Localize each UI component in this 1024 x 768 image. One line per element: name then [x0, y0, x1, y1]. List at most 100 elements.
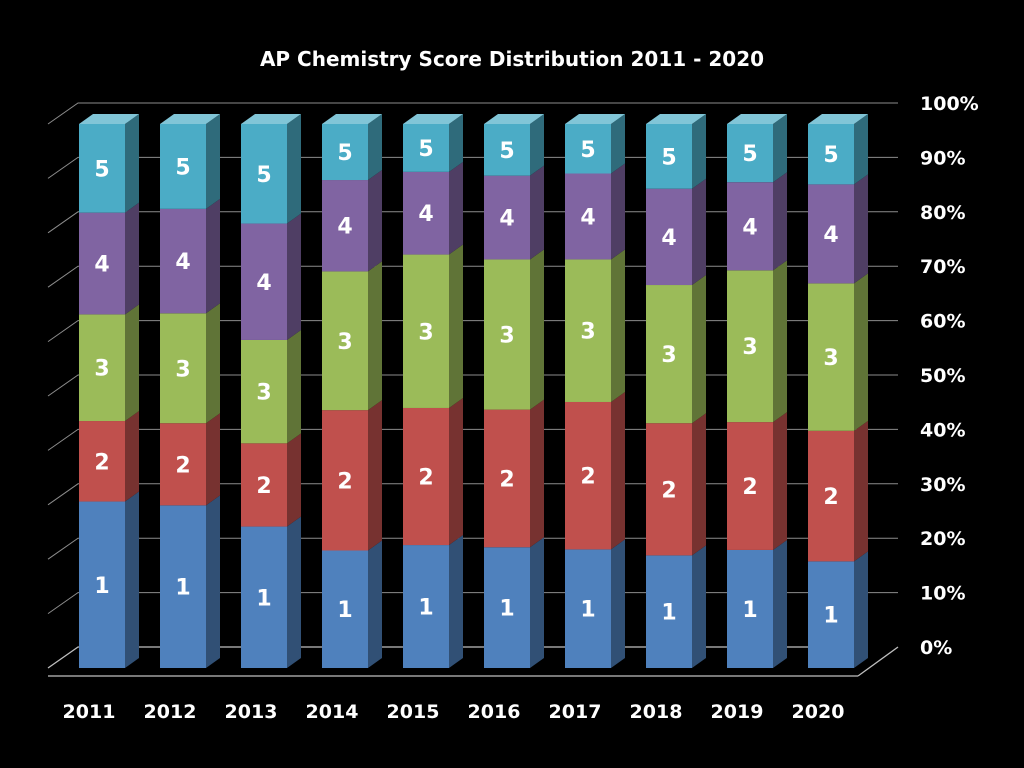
y-tick-label: 20% — [920, 528, 965, 550]
bar-segment — [160, 413, 220, 506]
bar-segment — [160, 198, 220, 314]
bar-segment — [565, 539, 625, 668]
bar-segment — [808, 420, 868, 562]
x-tick-label: 2015 — [387, 701, 440, 723]
bar-segment — [322, 540, 382, 668]
segment-label: 4 — [418, 202, 433, 227]
bar-segment — [79, 411, 139, 502]
bar-stack-2013 — [241, 114, 301, 668]
segment-label: 2 — [580, 465, 595, 490]
x-tick-label: 2016 — [468, 701, 521, 723]
gridline — [47, 102, 898, 125]
bar-stack-2019 — [727, 114, 787, 668]
bar-segment — [403, 114, 463, 172]
segment-label: 2 — [661, 478, 676, 503]
bar-segment — [403, 535, 463, 668]
segment-label: 5 — [580, 138, 595, 163]
bar-segment — [79, 114, 139, 213]
bar-segment — [565, 249, 625, 402]
segment-label: 4 — [94, 253, 109, 278]
bar-stack-2012 — [160, 114, 220, 668]
y-tick-label: 100% — [920, 93, 979, 115]
bar-segment — [160, 303, 220, 424]
x-tick-label: 2013 — [225, 701, 278, 723]
bar-segment — [484, 165, 544, 260]
segment-label: 3 — [823, 346, 838, 371]
segment-label: 4 — [175, 250, 190, 275]
segment-label: 2 — [418, 466, 433, 491]
y-tick-label: 40% — [920, 419, 965, 441]
y-tick-label: 90% — [920, 147, 965, 169]
segment-label: 1 — [94, 574, 109, 599]
segment-label: 2 — [175, 453, 190, 478]
bar-stack-2015 — [403, 114, 463, 668]
x-tick-label: 2012 — [144, 701, 197, 723]
segment-label: 3 — [175, 357, 190, 382]
bar-segment — [403, 244, 463, 408]
bar-segment — [808, 551, 868, 668]
bar-segment — [727, 114, 787, 183]
x-tick-label: 2019 — [711, 701, 764, 723]
bar-segment — [322, 170, 382, 272]
bar-segment — [484, 537, 544, 668]
y-tick-label: 50% — [920, 365, 965, 387]
bar-segment — [484, 249, 544, 410]
segment-label: 1 — [661, 601, 676, 626]
segment-label: 4 — [742, 215, 757, 240]
bar-segment — [727, 172, 787, 271]
bar-segment — [646, 114, 706, 189]
bar-stack-2014 — [322, 114, 382, 668]
bar-segment — [241, 433, 301, 527]
segment-label: 1 — [175, 576, 190, 601]
bars-layer — [79, 114, 868, 668]
segment-label: 4 — [499, 207, 514, 232]
bar-segment — [646, 275, 706, 424]
bar-segment — [79, 202, 139, 315]
segment-label: 3 — [337, 330, 352, 355]
bar-segment — [727, 260, 787, 423]
bar-segment — [646, 413, 706, 556]
x-tick-label: 2011 — [63, 701, 116, 723]
segment-label: 3 — [418, 320, 433, 345]
chart-title: AP Chemistry Score Distribution 2011 - 2… — [260, 47, 764, 71]
segment-label: 5 — [94, 157, 109, 182]
bar-segment — [241, 329, 301, 444]
segment-label: 4 — [337, 215, 352, 240]
segment-label: 2 — [823, 485, 838, 510]
segment-label: 2 — [337, 469, 352, 494]
segment-label: 4 — [580, 205, 595, 230]
bar-segment — [727, 412, 787, 550]
segment-label: 1 — [256, 586, 271, 611]
bar-segment — [79, 491, 139, 668]
segment-label: 1 — [337, 598, 352, 623]
segment-label: 5 — [256, 163, 271, 188]
bar-stack-2016 — [484, 114, 544, 668]
bar-segment — [646, 178, 706, 286]
bar-segment — [403, 397, 463, 546]
bar-segment — [484, 399, 544, 548]
segment-label: 1 — [742, 598, 757, 623]
segment-label: 3 — [94, 357, 109, 382]
bar-segment — [160, 495, 220, 668]
bar-segment — [727, 539, 787, 668]
segment-label: 5 — [823, 143, 838, 168]
bar-segment — [322, 114, 382, 181]
bar-segment — [565, 114, 625, 174]
x-tick-label: 2014 — [306, 701, 359, 723]
bar-segment — [808, 114, 868, 185]
bar-segment — [565, 391, 625, 550]
bar-segment — [322, 400, 382, 551]
segment-label: 2 — [499, 467, 514, 492]
bar-segment — [241, 213, 301, 340]
bar-segment — [160, 114, 220, 209]
bar-segment — [646, 545, 706, 668]
segment-label: 1 — [418, 596, 433, 621]
bar-segment — [241, 114, 301, 224]
bar-segment — [241, 516, 301, 668]
bar-segment — [808, 273, 868, 431]
segment-label: 4 — [256, 271, 271, 296]
segment-label: 1 — [499, 597, 514, 622]
segment-label: 5 — [418, 137, 433, 162]
segment-label: 3 — [256, 381, 271, 406]
